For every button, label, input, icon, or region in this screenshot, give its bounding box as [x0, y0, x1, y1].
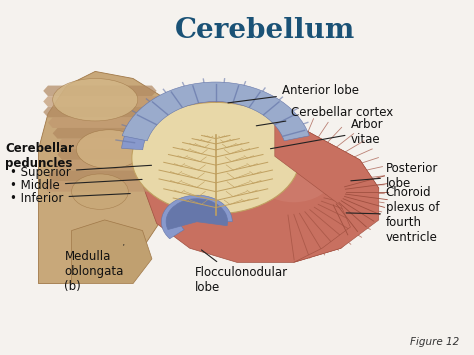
Text: Cerebellar cortex: Cerebellar cortex: [256, 105, 393, 126]
Polygon shape: [43, 96, 161, 107]
Text: • Inferior: • Inferior: [10, 191, 130, 204]
Text: Flocculonodular
lobe: Flocculonodular lobe: [194, 250, 288, 294]
Polygon shape: [53, 160, 180, 170]
Polygon shape: [275, 121, 379, 262]
Polygon shape: [53, 128, 175, 138]
Ellipse shape: [256, 153, 331, 202]
Text: • Superior: • Superior: [10, 165, 152, 179]
Text: Anterior lobe: Anterior lobe: [228, 84, 359, 103]
Text: Cerebellum: Cerebellum: [175, 17, 356, 44]
Text: Choroid
plexus of
fourth
ventricle: Choroid plexus of fourth ventricle: [346, 186, 439, 244]
Polygon shape: [48, 170, 175, 181]
Text: Posterior
lobe: Posterior lobe: [351, 162, 438, 190]
Wedge shape: [161, 195, 232, 239]
Ellipse shape: [132, 102, 300, 214]
Ellipse shape: [76, 130, 143, 169]
Polygon shape: [43, 181, 171, 192]
Polygon shape: [57, 149, 180, 160]
Wedge shape: [166, 199, 228, 230]
Text: Cerebellar
peduncles: Cerebellar peduncles: [5, 142, 74, 170]
Wedge shape: [122, 82, 310, 141]
Polygon shape: [43, 86, 156, 96]
Text: Arbor
vitae: Arbor vitae: [271, 118, 383, 149]
Text: Figure 12: Figure 12: [410, 337, 459, 347]
Polygon shape: [38, 71, 180, 284]
Text: • Middle: • Middle: [10, 179, 142, 192]
Wedge shape: [121, 84, 305, 150]
Polygon shape: [57, 138, 180, 149]
Polygon shape: [72, 220, 152, 284]
Polygon shape: [143, 96, 379, 262]
Polygon shape: [43, 107, 166, 118]
Ellipse shape: [72, 174, 128, 209]
Polygon shape: [48, 118, 171, 128]
Ellipse shape: [53, 78, 138, 121]
Text: Medulla
oblongata
(b): Medulla oblongata (b): [64, 245, 124, 293]
